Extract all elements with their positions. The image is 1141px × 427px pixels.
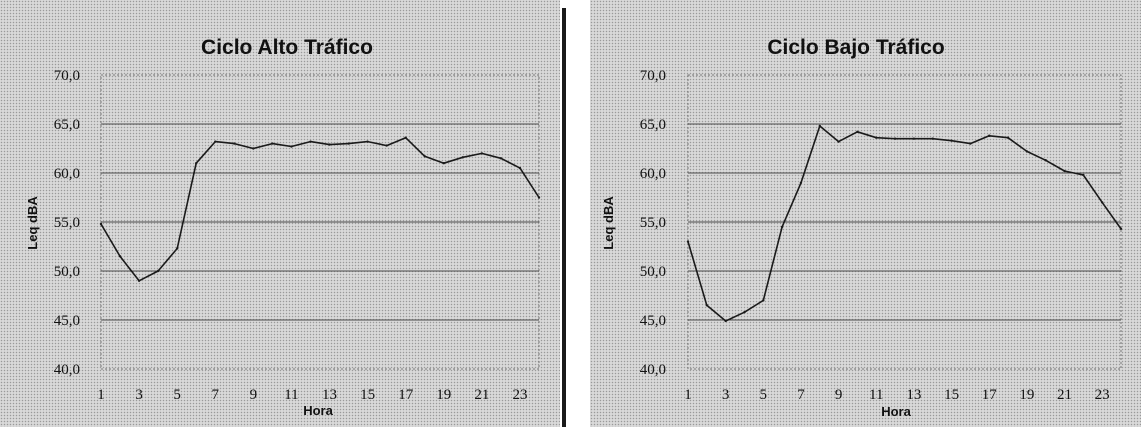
data-point [518,166,522,170]
data-point [309,140,312,143]
y-tick-label: 45,0 [640,313,666,329]
data-point [686,240,690,243]
data-point [214,140,217,143]
data-point [875,136,878,139]
series-line [687,125,1122,322]
chart-title: Ciclo Bajo Tráfico [767,36,944,59]
x-tick-label: 3 [135,387,143,403]
y-tick-label: 50,0 [640,264,666,280]
data-point [837,140,840,143]
x-tick-label: 23 [512,387,527,403]
data-point [950,139,953,142]
y-axis-label: Leq dBA [25,196,40,250]
data-point [1025,150,1029,153]
y-tick-label: 70,0 [54,68,80,84]
data-point [252,147,255,150]
x-axis-label: Hora [303,403,333,418]
x-tick-label: 9 [250,387,258,403]
y-tick-label: 40,0 [54,362,80,378]
x-tick-label: 19 [1019,387,1034,403]
y-tick-label: 70,0 [640,68,666,84]
data-point [1119,227,1123,231]
y-tick-label: 55,0 [54,215,80,231]
data-point [931,137,934,140]
data-point [347,142,350,145]
data-point [780,225,784,229]
data-point [404,136,407,139]
x-tick-label: 7 [797,387,805,403]
x-tick-label: 7 [212,387,220,403]
x-tick-label: 23 [1095,387,1110,403]
y-axis-label: Leq dBA [601,196,616,250]
data-point [118,255,122,258]
series-line [100,136,540,282]
data-point [705,304,709,307]
y-tick-label: 50,0 [54,264,80,280]
chart-title: Ciclo Alto Tráfico [201,36,373,59]
data-point [156,269,160,273]
data-point [1063,169,1066,173]
data-point [385,144,388,147]
data-point [423,155,426,158]
x-axis-label: Hora [881,404,911,419]
data-point [442,162,445,165]
x-tick-label: 15 [360,387,375,403]
x-tick-label: 19 [436,387,451,403]
chart-panel-bajo-trafico: Ciclo Bajo Tráfico Leq dBA Hora 40,0 45,0… [590,0,1141,427]
data-point [1100,201,1104,204]
x-tick-label: 3 [722,387,730,403]
x-tick-label: 5 [760,387,768,403]
panel-separator [562,8,566,427]
x-tick-label: 11 [284,387,298,403]
x-tick-label: 1 [684,387,692,403]
data-point [762,299,765,302]
x-tick-label: 1 [97,387,105,403]
data-point [912,137,916,140]
data-point [271,142,274,145]
data-point [1044,159,1047,162]
data-point [499,157,503,160]
y-tick-label: 40,0 [640,362,666,378]
data-point [537,196,541,199]
data-point [988,134,991,137]
data-point [1006,136,1010,139]
data-point [328,143,331,146]
chart-alto-trafico: Ciclo Alto Tráfico Leq dBA Hora 40,0 45,0… [25,36,541,418]
data-point [175,247,179,250]
data-point [366,140,369,143]
y-tick-label: 60,0 [640,166,666,182]
y-tick-label: 60,0 [54,166,80,182]
y-tick-label: 65,0 [54,117,80,133]
chart-panel-alto-trafico: Ciclo Alto Tráfico Leq dBA Hora 40,0 45,0… [0,0,560,427]
x-tick-label: 9 [835,387,843,403]
x-tick-label: 21 [1057,387,1072,403]
data-point [799,181,803,184]
x-tick-label: 17 [398,387,414,403]
data-point [290,145,293,148]
data-point [233,142,236,145]
data-point [461,156,465,159]
data-point [1082,173,1085,177]
data-point [969,142,972,145]
y-tick-label: 45,0 [54,313,80,329]
data-point [195,162,198,165]
x-tick-label: 11 [869,387,883,403]
x-tick-label: 5 [173,387,181,403]
x-tick-label: 13 [906,387,921,403]
data-point [818,124,821,128]
data-point [724,319,727,323]
data-point [99,222,103,226]
y-tick-label: 65,0 [640,117,666,133]
data-point [893,137,897,140]
x-tick-label: 17 [982,387,998,403]
data-point [137,279,141,282]
x-tick-label: 15 [944,387,959,403]
data-point [743,310,746,314]
chart-bajo-trafico: Ciclo Bajo Tráfico Leq dBA Hora 40,0 45,0… [601,36,1123,419]
x-tick-label: 13 [322,387,337,403]
y-tick-label: 55,0 [640,215,666,231]
x-tick-label: 21 [474,387,489,403]
data-point [856,130,859,134]
data-point [480,152,484,155]
